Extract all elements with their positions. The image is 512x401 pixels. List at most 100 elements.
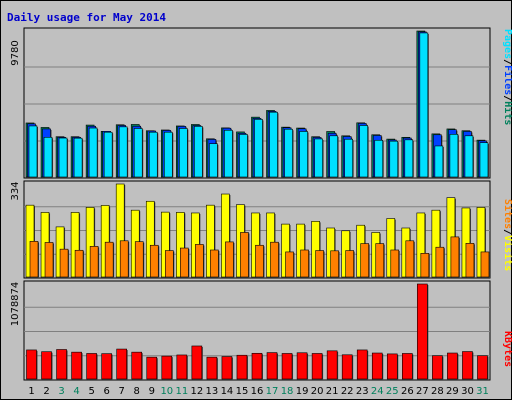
x-tick-label: 15 <box>236 386 249 397</box>
y-max-label-kbytes: 1078874 <box>10 282 21 327</box>
pages-bar <box>239 134 249 178</box>
x-tick-label: 22 <box>341 386 354 397</box>
sites-bar <box>74 249 85 278</box>
sites-bar <box>225 241 235 278</box>
kbytes-bar <box>477 355 489 380</box>
kbytes-bar <box>56 349 68 380</box>
sites-bar <box>300 249 310 278</box>
sites-bar <box>465 243 475 278</box>
sites-bar <box>104 241 115 278</box>
kbytes-bar <box>146 356 158 380</box>
x-tick-label: 10 <box>160 386 173 397</box>
pages-bar <box>254 119 264 178</box>
legend-sites: Sites <box>502 199 512 229</box>
kbytes-bar <box>26 349 38 380</box>
kbytes-bar <box>432 355 444 380</box>
pages-bar <box>103 131 114 178</box>
kbytes-bar <box>236 354 248 380</box>
sites-bar <box>375 243 385 278</box>
pages-bar <box>148 131 159 178</box>
kbytes-bar <box>41 351 53 380</box>
x-tick-label: 30 <box>461 386 474 397</box>
pages-bar <box>464 135 474 178</box>
kbytes-bar <box>462 351 474 380</box>
sites-bar <box>89 246 100 278</box>
sites-bar <box>29 241 39 278</box>
kbytes-bar <box>266 352 279 380</box>
x-tick-label: 23 <box>356 386 369 397</box>
legend-hits: Hits <box>502 101 512 125</box>
legend-visits-panel: Sites/Visits <box>502 199 512 271</box>
legend-hits-panel: Pages/Files/Hits <box>502 29 512 125</box>
pages-bar <box>299 131 309 178</box>
kbytes-bar <box>296 352 309 380</box>
kbytes-bar <box>251 352 263 380</box>
kbytes-bar <box>101 353 113 380</box>
sites-bar <box>44 242 55 278</box>
x-tick-label: 24 <box>371 386 384 397</box>
x-tick-label: 3 <box>58 386 64 397</box>
x-tick-label: 11 <box>175 386 188 397</box>
pages-bar <box>269 111 279 178</box>
kbytes-bar <box>356 349 369 380</box>
pages-bar <box>224 129 234 178</box>
sites-bar <box>134 241 145 278</box>
x-tick-label: 8 <box>134 386 140 397</box>
pages-bar <box>434 145 444 178</box>
sites-bar <box>210 249 220 278</box>
sites-bar <box>390 249 400 278</box>
x-tick-label: 4 <box>73 386 79 397</box>
pages-bar <box>118 126 129 178</box>
kbytes-bar <box>71 351 83 380</box>
x-tick-label: 29 <box>446 386 459 397</box>
x-tick-label: 21 <box>326 386 339 397</box>
sites-bar <box>345 250 355 278</box>
kbytes-bar <box>341 354 354 380</box>
x-tick-label: 27 <box>416 386 429 397</box>
pages-bar <box>374 139 384 178</box>
sites-bar <box>180 247 190 278</box>
pages-bar <box>419 32 429 178</box>
kbytes-bar <box>417 283 429 380</box>
kbytes-bar <box>176 354 188 380</box>
sites-bar <box>480 251 490 278</box>
sites-bar <box>149 244 160 278</box>
x-tick-label: 26 <box>401 386 414 397</box>
sites-bar <box>195 244 205 278</box>
x-tick-label: 7 <box>119 386 125 397</box>
sites-bar <box>285 251 295 278</box>
sites-bar <box>330 250 340 278</box>
legend-kbytes: KBytes <box>502 331 512 367</box>
sites-bar <box>240 232 250 278</box>
legend-visits: Visits <box>502 235 512 271</box>
sites-bar <box>270 241 280 278</box>
sites-bar <box>360 243 370 278</box>
x-tick-label: 14 <box>221 386 234 397</box>
sites-bar <box>164 250 175 278</box>
pages-bar <box>163 131 174 178</box>
legend-kbytes-panel: KBytes <box>502 331 512 367</box>
pages-bar <box>359 125 369 178</box>
pages-bar <box>194 126 204 178</box>
pages-bar <box>133 128 144 178</box>
x-tick-label: 28 <box>431 386 444 397</box>
pages-bar <box>43 136 54 178</box>
sites-bar <box>420 253 430 278</box>
sites-bar <box>119 240 130 278</box>
pages-bar <box>58 137 69 178</box>
x-tick-label: 20 <box>311 386 324 397</box>
x-tick-label: 31 <box>476 386 489 397</box>
x-tick-label: 12 <box>191 386 204 397</box>
y-max-label-hits: 9780 <box>10 40 21 65</box>
x-tick-label: 17 <box>266 386 279 397</box>
chart-title: Daily usage for May 2014 <box>7 11 166 24</box>
pages-bar <box>479 142 489 178</box>
kbytes-bar <box>86 353 98 380</box>
sites-bar <box>405 240 415 278</box>
y-max-label-visits: 334 <box>10 181 21 200</box>
pages-bar <box>88 127 99 178</box>
kbytes-bar <box>206 356 218 380</box>
svg-text:Pages/Files/Hits: Pages/Files/Hits <box>502 29 512 125</box>
